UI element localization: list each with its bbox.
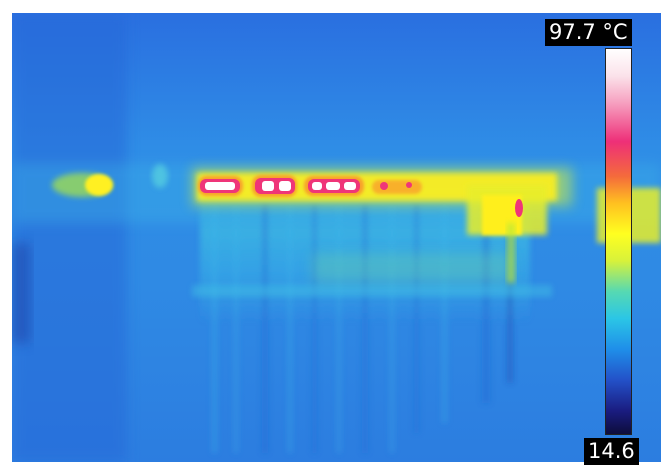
lower-band (192, 285, 552, 297)
temperature-scale-bar (605, 48, 632, 435)
hot-line (52, 164, 661, 283)
left-dark-edge (12, 243, 30, 343)
max-temperature-label: 97.7 °C (545, 19, 632, 46)
left-panel (12, 13, 127, 462)
thermal-image (12, 13, 661, 462)
thermal-image-canvas (12, 13, 661, 462)
min-temperature-label: 14.6 (584, 438, 639, 465)
green-haze (312, 253, 512, 283)
